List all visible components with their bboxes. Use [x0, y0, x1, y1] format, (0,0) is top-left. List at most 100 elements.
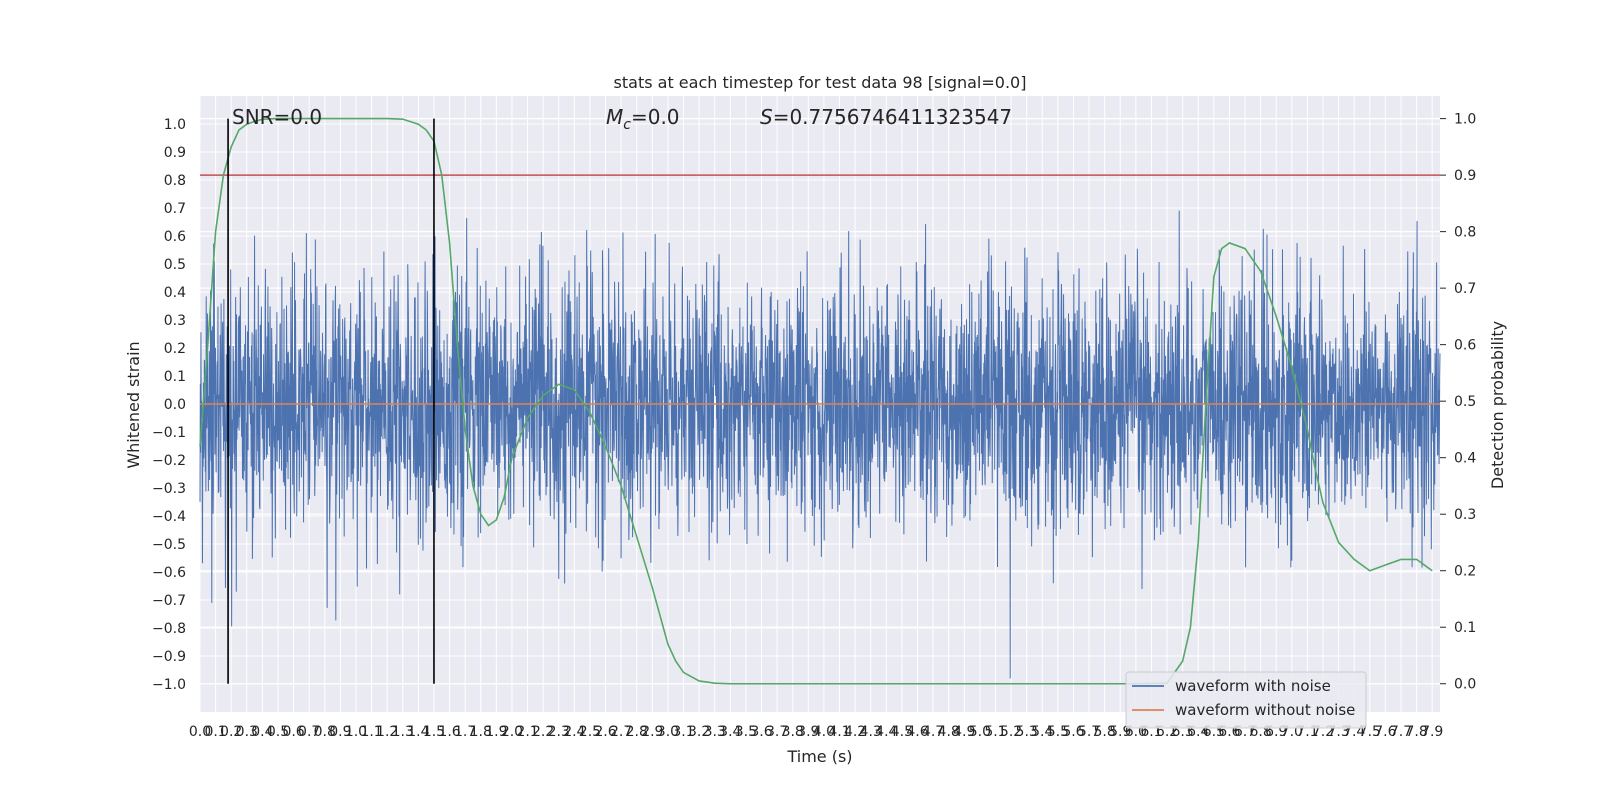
x-tick-label: 5.4 — [1031, 724, 1053, 740]
y-tick-label: 0.9 — [164, 145, 186, 161]
x-tick-label: 1.1 — [360, 724, 382, 740]
x-tick-label: 5.5 — [1047, 724, 1069, 740]
x-tick-label: 2.4 — [563, 724, 585, 740]
x-tick-label: 0.4 — [251, 724, 273, 740]
x-tick-label: 5.1 — [984, 724, 1006, 740]
x-tick-label: 2.6 — [594, 724, 616, 740]
x-tick-label: 3.2 — [688, 724, 710, 740]
waveform-with-noise-path — [199, 210, 1441, 679]
x-tick-label: 1.2 — [376, 724, 398, 740]
vertical-markers — [227, 118, 435, 684]
x-tick-label: 1.3 — [392, 724, 414, 740]
x-tick-labels: 0.00.10.20.30.40.50.60.70.80.91.01.11.21… — [189, 724, 1443, 740]
x-tick-label: 5.9 — [1109, 724, 1131, 740]
x-tick-label: 3.5 — [735, 724, 757, 740]
x-tick-label: 2.7 — [610, 724, 632, 740]
y-tick-label: 0.0 — [164, 397, 186, 413]
x-tick-label: 4.0 — [813, 724, 835, 740]
snr-annotation: SNR=0.0 — [232, 105, 322, 129]
mc-symbol: M — [606, 105, 623, 129]
y2-tick-label: 0.1 — [1454, 620, 1476, 636]
x-tick-label: 5.7 — [1078, 724, 1100, 740]
y-tick-label: −0.7 — [152, 593, 186, 609]
y2-tick-label: 1.0 — [1454, 112, 1476, 128]
s-annotation: S=0.7756746411323547 — [760, 105, 1012, 129]
y-tick-labels: 1.0 0.9 0.8 0.7 0.6 0.5 0.4 0.3 0.2 0.1 0.0 −0.1 −0.… — [152, 117, 186, 693]
y-tick-label: 1.0 — [164, 117, 186, 133]
x-tick-label: 2.0 — [501, 724, 523, 740]
y-tick-label: −0.9 — [152, 649, 186, 665]
y-tick-label: 0.1 — [164, 369, 186, 385]
y-tick-label: −0.2 — [152, 453, 186, 469]
x-tick-label: 5.0 — [969, 724, 991, 740]
x-tick-label: 7.7 — [1390, 724, 1412, 740]
mc-subscript: c — [623, 117, 631, 133]
x-tick-label: 4.5 — [891, 724, 913, 740]
x-tick-label: 3.6 — [750, 724, 772, 740]
y-tick-label: −0.8 — [152, 621, 186, 637]
x-tick-label: 3.7 — [766, 724, 788, 740]
x-tick-label: 2.5 — [579, 724, 601, 740]
x-tick-label: 0.3 — [236, 724, 258, 740]
y2-tick-label: 0.2 — [1454, 564, 1476, 580]
x-tick-label: 3.3 — [704, 724, 726, 740]
x-tick-label: 0.0 — [189, 724, 211, 740]
x-tick-label: 1.9 — [485, 724, 507, 740]
x-tick-label: 1.0 — [345, 724, 367, 740]
y-tick-label: 0.8 — [164, 173, 186, 189]
detection-probability-line — [199, 117, 1433, 685]
legend-label-noise: waveform with noise — [1175, 677, 1331, 695]
y2-tick-label: 0.0 — [1454, 677, 1476, 693]
y-tick-label: −0.3 — [152, 481, 186, 497]
x-tick-label: 1.6 — [438, 724, 460, 740]
x-tick-label: 0.8 — [314, 724, 336, 740]
x-tick-label: 7.9 — [1421, 724, 1443, 740]
s-value: =0.7756746411323547 — [773, 105, 1012, 129]
x-tick-label: 2.9 — [641, 724, 663, 740]
x-tick-label: 2.8 — [626, 724, 648, 740]
x-tick-label: 3.0 — [657, 724, 679, 740]
x-tick-label: 7.8 — [1405, 724, 1427, 740]
waveform-with-noise-series — [199, 210, 1441, 679]
x-tick-label: 3.9 — [797, 724, 819, 740]
x-tick-label: 5.6 — [1062, 724, 1084, 740]
mc-value: =0.0 — [631, 105, 680, 129]
y2-tick-label: 0.9 — [1454, 168, 1476, 184]
chart-title: stats at each timestep for test data 98 … — [614, 73, 1027, 92]
x-tick-label: 1.7 — [454, 724, 476, 740]
x-tick-label: 2.1 — [516, 724, 538, 740]
x-tick-label: 4.2 — [844, 724, 866, 740]
x-tick-label: 2.3 — [548, 724, 570, 740]
mc-annotation: Mc=0.0 — [606, 105, 680, 133]
x-tick-label: 1.5 — [423, 724, 445, 740]
x-axis-label: Time (s) — [786, 747, 852, 766]
y2-tick-label: 0.4 — [1454, 451, 1476, 467]
x-tick-label: 4.7 — [922, 724, 944, 740]
y-tick-label: −0.1 — [152, 425, 186, 441]
y2-tick-label: 0.3 — [1454, 507, 1476, 523]
x-tick-label: 0.1 — [204, 724, 226, 740]
y-tick-label: −0.4 — [152, 509, 186, 525]
x-tick-label: 1.4 — [407, 724, 429, 740]
x-tick-label: 2.2 — [532, 724, 554, 740]
y-tick-label: −1.0 — [152, 677, 186, 693]
y-tick-label: 0.4 — [164, 285, 186, 301]
x-tick-label: 0.9 — [329, 724, 351, 740]
legend-box — [1125, 671, 1367, 729]
x-tick-label: 0.6 — [282, 724, 304, 740]
x-tick-label: 4.4 — [875, 724, 897, 740]
x-tick-label: 4.1 — [828, 724, 850, 740]
x-tick-label: 5.2 — [1000, 724, 1022, 740]
legend-label-clean: waveform without noise — [1175, 701, 1355, 719]
x-tick-label: 0.5 — [267, 724, 289, 740]
x-tick-label: 0.7 — [298, 724, 320, 740]
x-tick-label: 0.2 — [220, 724, 242, 740]
y2-tick-label: 0.8 — [1454, 225, 1476, 241]
y-tick-label: 0.3 — [164, 313, 186, 329]
x-tick-label: 3.4 — [719, 724, 741, 740]
x-tick-label: 3.8 — [782, 724, 804, 740]
x-tick-label: 1.8 — [470, 724, 492, 740]
y-tick-label: 0.7 — [164, 201, 186, 217]
y-tick-label: 0.6 — [164, 229, 186, 245]
